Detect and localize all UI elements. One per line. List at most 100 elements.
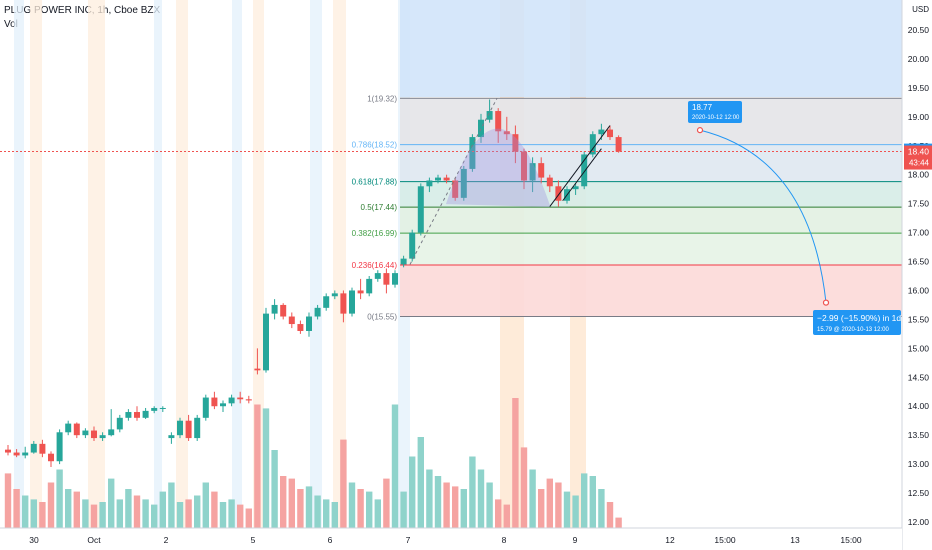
- candle-body: [185, 420, 192, 439]
- volume-bar: [512, 398, 519, 528]
- volume-bar: [563, 491, 571, 528]
- volume-label[interactable]: Vol: [4, 19, 18, 30]
- candle-body: [374, 273, 381, 279]
- volume-bar: [22, 495, 29, 528]
- candle-body: [116, 417, 123, 430]
- drawings[interactable]: 18.77 2020-10-12 12:00 −2.99 (−15.90%) in …: [0, 98, 902, 335]
- candle-body: [469, 137, 476, 169]
- volume-bar: [581, 473, 588, 528]
- candle-body: [409, 232, 416, 259]
- candle-body: [13, 452, 20, 456]
- volume-bar: [555, 482, 562, 528]
- session-band: [310, 0, 322, 528]
- volume-bar: [452, 486, 459, 528]
- volume-bar: [366, 491, 373, 528]
- price-tick-label: 14.50: [908, 372, 930, 382]
- volume-bar: [151, 504, 158, 528]
- volume-bar: [598, 489, 605, 528]
- projection-label-box: [813, 310, 901, 335]
- candle-body: [202, 397, 209, 418]
- time-tick-label: 8: [502, 535, 507, 545]
- volume-bar: [116, 499, 123, 528]
- volume-bar: [374, 499, 381, 528]
- volume-bar: [39, 502, 46, 528]
- last-price-marker: [904, 145, 932, 170]
- price-tick-label: 17.00: [908, 228, 930, 238]
- candle-body: [82, 430, 89, 436]
- time-tick-label: 12: [665, 535, 675, 545]
- volume-bar: [486, 482, 493, 528]
- candle-body: [478, 119, 484, 138]
- volume-bar: [262, 408, 270, 528]
- volume-bar: [340, 439, 347, 528]
- fib-level-label: 0.382(16.99): [352, 229, 398, 238]
- price-tick-label: 12.00: [908, 517, 930, 527]
- target-time-label: 2020-10-12 12:00: [692, 115, 740, 121]
- candle-body: [503, 131, 510, 135]
- time-tick-label: 9: [573, 535, 578, 545]
- candle-body: [555, 186, 562, 201]
- volume-bar: [168, 482, 175, 528]
- fib-level-label: 0.5(17.44): [361, 203, 398, 212]
- candle-body: [245, 399, 252, 401]
- candle-body: [5, 449, 11, 453]
- price-tick-label: 19.50: [908, 83, 930, 93]
- volume-bar: [56, 469, 63, 528]
- time-axis-panel: [0, 528, 902, 550]
- candle-body: [598, 129, 605, 135]
- candle-body: [589, 134, 596, 155]
- symbol-title[interactable]: PLUG POWER INC, 1h, Cboe BZX: [4, 5, 161, 16]
- fib-level-label: 0(15.55): [367, 313, 397, 322]
- volume-bar: [323, 499, 330, 528]
- candle-body: [297, 324, 304, 331]
- target-label-box: [688, 101, 742, 123]
- volume-bar: [460, 489, 467, 528]
- fibonacci-retracement[interactable]: 1(19.32) 0.786(18.52) 0.618(17.88) 0.5(17.4…: [352, 94, 902, 322]
- candle-body: [99, 435, 106, 439]
- channel-line-upper: [562, 148, 602, 202]
- candle-body: [159, 407, 166, 409]
- last-price-label: 18.40: [908, 147, 930, 157]
- price-tick-label: 12.50: [908, 488, 930, 498]
- volume-bar: [159, 491, 166, 528]
- volume-bar: [82, 499, 89, 528]
- price-tick-label: 20.50: [908, 25, 930, 35]
- volume-bar: [185, 499, 192, 528]
- candle-body: [280, 304, 287, 317]
- projection-curve: [699, 129, 827, 303]
- price-tick-label: 17.50: [908, 199, 930, 209]
- candle-body: [220, 403, 226, 407]
- volume-bar: [271, 450, 278, 528]
- volume-bar: [297, 489, 304, 528]
- candle-body: [125, 412, 132, 418]
- volume-bar: [426, 469, 433, 528]
- candle-body: [529, 163, 536, 181]
- projection-target-label: 15.79 @ 2020-10-13 12:00: [817, 327, 889, 333]
- projection-zone: [400, 0, 902, 97]
- volume-bar: [495, 499, 502, 528]
- volume-bar: [30, 499, 37, 528]
- session-band: [88, 0, 105, 528]
- volume-bar: [142, 499, 149, 528]
- candle-body: [228, 397, 235, 404]
- candle-body: [108, 429, 115, 436]
- volume-bar: [202, 482, 209, 528]
- volume-bar: [434, 476, 442, 528]
- volume-bar: [348, 482, 356, 528]
- candle-body: [607, 129, 613, 138]
- chart-header: PLUG POWER INC, 1h, Cboe BZX Vol: [4, 4, 160, 32]
- volume-bar: [400, 491, 407, 528]
- fib-level-label: 0.618(17.88): [352, 178, 398, 187]
- candle-body: [392, 273, 398, 285]
- candle-body: [314, 307, 321, 317]
- volume-bar: [589, 476, 596, 528]
- candle-body: [73, 423, 80, 436]
- candle-body: [357, 290, 364, 294]
- time-tick-label: 15:00: [714, 535, 736, 545]
- volume-bar: [280, 476, 287, 528]
- price-tick-label: 14.00: [908, 401, 930, 411]
- candle-body: [211, 397, 218, 407]
- price-tick-label: 19.00: [908, 112, 930, 122]
- candle-body: [581, 154, 588, 187]
